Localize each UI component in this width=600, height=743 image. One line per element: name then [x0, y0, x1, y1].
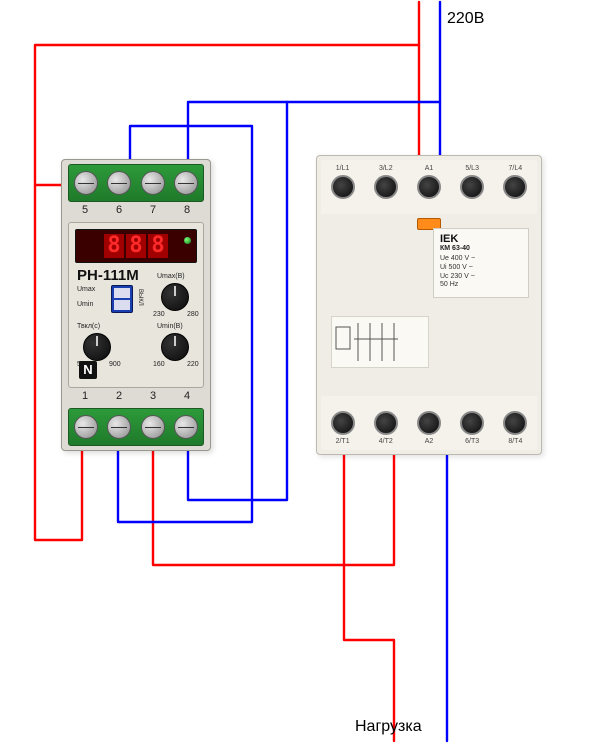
relay-term-labels-top: 5 6 7 8 — [68, 204, 204, 220]
umin-label: Umin — [77, 301, 93, 308]
relay-term-num: 6 — [116, 204, 122, 220]
k2min: 230 — [153, 311, 165, 318]
display-digit: 8 — [148, 234, 168, 258]
ton-knob[interactable] — [83, 333, 111, 361]
contactor-ratings: Ue 400 V ~ Ui 500 V ~ Uc 230 V ~ 50 Hz — [440, 255, 522, 290]
relay-terminal-7[interactable] — [141, 171, 165, 195]
ct-terminal-6t3[interactable]: 6/T3 — [460, 411, 484, 435]
load-label: Нагрузка — [355, 718, 422, 736]
umax-knob[interactable] — [161, 283, 189, 311]
ct-terminal-a1[interactable]: A1 — [417, 175, 441, 199]
relay-display: 8 8 8 — [75, 229, 197, 263]
onoff-label: ВЫКЛ — [137, 289, 143, 306]
k3min: 160 — [153, 361, 165, 368]
umax-label: Umax — [77, 286, 95, 293]
relay-terminal-6[interactable] — [107, 171, 131, 195]
ct-terminal-7l4[interactable]: 7/L4 — [503, 175, 527, 199]
relay-terminals-top — [68, 164, 204, 202]
relay-term-num: 4 — [184, 390, 190, 406]
relay-terminal-1[interactable] — [74, 415, 98, 439]
novatek-logo-icon: N — [79, 361, 97, 379]
k2max: 280 — [187, 311, 199, 318]
relay-term-num: 1 — [82, 390, 88, 406]
contactor-brand: IEK — [440, 233, 522, 245]
relay-terminal-8[interactable] — [174, 171, 198, 195]
relay-face: 8 8 8 РН-111М Umax Umin ВЫКЛ Umax(В) 230… — [68, 222, 204, 388]
contactor-schematic-icon — [331, 316, 429, 368]
contactor-model: КМ 63-40 — [440, 245, 522, 252]
relay-terminal-4[interactable] — [174, 415, 198, 439]
relay-term-num: 5 — [82, 204, 88, 220]
k3max: 220 — [187, 361, 199, 368]
relay-model-label: РН-111М — [77, 267, 139, 284]
relay-terminal-2[interactable] — [107, 415, 131, 439]
voltage-relay-device: 5 6 7 8 8 8 8 РН-111М Umax Umin ВЫКЛ Uma… — [61, 159, 211, 451]
contactor-terminals-top: 1/L1 3/L2 A1 5/L3 7/L4 — [321, 160, 537, 214]
ct-terminal-3l2[interactable]: 3/L2 — [374, 175, 398, 199]
umaxb-label: Umax(В) — [157, 273, 185, 280]
contactor-terminals-bot: 2/T1 4/T2 A2 6/T3 8/T4 — [321, 396, 537, 450]
relay-terminals-bot — [68, 408, 204, 446]
umin-knob[interactable] — [161, 333, 189, 361]
relay-term-labels-bot: 1 2 3 4 — [68, 390, 204, 406]
ct-terminal-4t2[interactable]: 4/T2 — [374, 411, 398, 435]
relay-term-num: 8 — [184, 204, 190, 220]
display-digit: 8 — [104, 234, 124, 258]
wire-mains-N — [188, 2, 440, 176]
dip-switch[interactable] — [111, 285, 133, 313]
status-led-icon — [184, 237, 191, 244]
ct-terminal-a2[interactable]: A2 — [417, 411, 441, 435]
ct-terminal-1l1[interactable]: 1/L1 — [331, 175, 355, 199]
ct-terminal-8t4[interactable]: 8/T4 — [503, 411, 527, 435]
relay-term-num: 7 — [150, 204, 156, 220]
ct-terminal-5l3[interactable]: 5/L3 — [460, 175, 484, 199]
relay-term-num: 2 — [116, 390, 122, 406]
source-voltage-label: 220В — [447, 10, 484, 28]
wire-contactor-L-out — [344, 426, 394, 741]
k1max: 900 — [109, 361, 121, 368]
ct-terminal-2t1[interactable]: 2/T1 — [331, 411, 355, 435]
display-digit: 8 — [126, 234, 146, 258]
tons-label: Твкл(с) — [77, 323, 100, 330]
contactor-device: 1/L1 3/L2 A1 5/L3 7/L4 IEK КМ 63-40 Ue 4… — [316, 155, 542, 455]
relay-terminal-3[interactable] — [141, 415, 165, 439]
uminb-label: Umin(В) — [157, 323, 183, 330]
contactor-nameplate: IEK КМ 63-40 Ue 400 V ~ Ui 500 V ~ Uc 23… — [433, 228, 529, 298]
relay-term-num: 3 — [150, 390, 156, 406]
relay-terminal-5[interactable] — [74, 171, 98, 195]
